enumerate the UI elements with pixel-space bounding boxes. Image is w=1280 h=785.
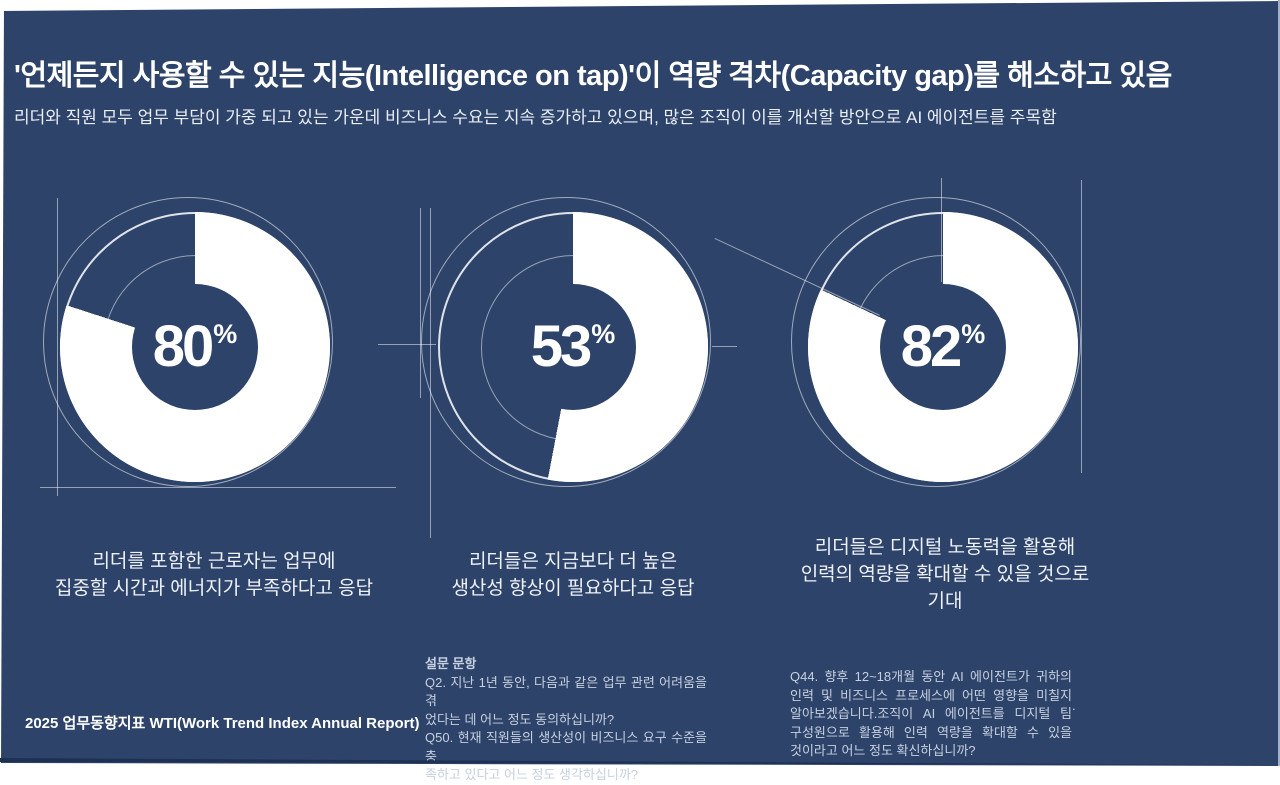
page-margin-left (0, 0, 4, 766)
donut-ring-outline (808, 212, 1078, 482)
percent-value: 82 (900, 314, 962, 379)
footnote-line: Q44. 향후 12~18개월 동안 AI 에이전트가 귀하의 (790, 669, 1072, 684)
percent-value: 53 (530, 314, 592, 379)
footnote-line: 인력 및 비즈니스 프로세스에 어떤 영향을 미칠지 (790, 687, 1072, 703)
sketch-circle-outer (43, 197, 333, 487)
source-credit: 2025 업무동향지표 WTI(Work Trend Index Annual … (25, 715, 420, 732)
percent-value: 80 (152, 314, 214, 379)
donut-hole-1: 80 % (132, 284, 258, 410)
percent-label-3: 82 % (901, 318, 986, 376)
footnote-line: 것이라고 어느 정도 확신하십니까? (790, 743, 976, 758)
donut-chart-3: 82 % (791, 197, 1093, 497)
sketch-circle-outer (791, 197, 1081, 487)
donut-caption-2: 리더들은 지금보다 더 높은 생산성 향상이 필요하다고 응답 (403, 548, 743, 602)
slide-title: '언제든지 사용할 수 있는 지능(Intelligence on tap)'이… (14, 60, 1172, 92)
percent-sign: % (591, 319, 616, 349)
page-margin-bottom (0, 763, 1280, 766)
percent-label-2: 53 % (531, 318, 616, 376)
page-margin-right (1278, 0, 1280, 766)
page-margin-top (0, 0, 1280, 11)
donut-caption-3: 리더들은 디지털 노동력을 활용해 인력의 역량을 확대할 수 있을 것으로 기… (775, 534, 1115, 615)
donut-caption-1: 리더를 포함한 근로자는 업무에 집중할 시간과 에너지가 부족하다고 응답 (44, 548, 384, 602)
slide-subtitle: 리더와 직원 모두 업무 부담이 가중 되고 있는 가운데 비즈니스 수요는 지… (14, 108, 1057, 127)
caption-line: 리더들은 지금보다 더 높은 (468, 551, 678, 572)
caption-line: 리더를 포함한 근로자는 업무에 (92, 551, 336, 572)
page-margin-bottom-shadow (0, 758, 1280, 765)
construction-line-horizontal (712, 346, 737, 347)
construction-line-horizontal (378, 344, 436, 345)
construction-line-horizontal (40, 487, 396, 488)
percent-sign: % (961, 319, 986, 349)
footnote-line: 구성원으로 활용해 인력 역량을 확대할 수 있을 (790, 724, 1072, 740)
percent-label-1: 80 % (153, 318, 238, 376)
footnote-line: 었다는 데 어느 정도 동의하십니까? (425, 711, 615, 727)
caption-line: 집중할 시간과 에너지가 부족하다고 응답 (54, 578, 374, 599)
footnote-survey-right: Q44. 향후 12~18개월 동안 AI 에이전트가 귀하의 인력 및 비즈니… (790, 668, 1072, 761)
sketch-circle-outer (421, 197, 711, 487)
donut-chart-2: 53 % (421, 197, 723, 497)
footnote-line: Q2. 지난 1년 동안, 다음과 같은 업무 관련 어려움을 겪 (425, 674, 707, 709)
caption-line: 인력의 역량을 확대할 수 있을 것으로 (800, 564, 1090, 585)
donut-hole-2: 53 % (510, 284, 636, 410)
donut-hole-3: 82 % (880, 284, 1006, 410)
caption-line: 기대 (927, 591, 963, 612)
construction-line-vertical (1081, 180, 1082, 473)
footnote-line: Q50. 현재 직원들의 생산성이 비즈니스 요구 수준을 충 (425, 730, 707, 764)
footnote-line: 알아보겠습니다.조직이 AI 에이전트를 디지털 팀 (790, 706, 1072, 721)
construction-line-vertical (420, 208, 421, 398)
percent-sign: % (213, 319, 238, 349)
footnote-heading: 설문 문항 (425, 656, 477, 671)
stray-period-mark: . (1072, 698, 1076, 713)
donut-chart-1: 80 % (43, 197, 345, 497)
donut-ring-outline (60, 212, 330, 482)
footnote-line: 족하고 있다고 어느 정도 생각하십니까? (425, 767, 639, 782)
donut-ring-outline (438, 212, 708, 482)
caption-line: 생산성 향상이 필요하다고 응답 (451, 578, 695, 599)
caption-line: 리더들은 디지털 노동력을 활용해 (814, 537, 1076, 558)
